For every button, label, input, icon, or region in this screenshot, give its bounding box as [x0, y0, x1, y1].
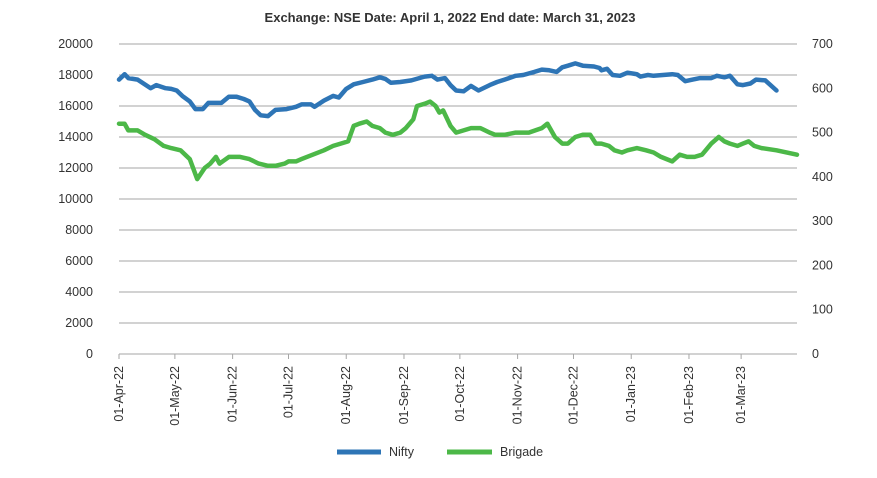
x-tick-label: 01-Mar-23: [734, 366, 748, 424]
right-tick-label: 100: [812, 303, 833, 317]
x-tick-label: 01-Nov-22: [511, 366, 525, 424]
left-tick-label: 20000: [58, 37, 93, 51]
left-tick-label: 4000: [65, 285, 93, 299]
right-axis-ticks: 0 100 200 300 400 500 600 700: [812, 37, 833, 361]
legend-label-brigade: Brigade: [500, 445, 543, 459]
left-axis-ticks: 0 2000 4000 6000 8000 10000 12000 14000 16000 180…: [58, 37, 93, 361]
series-lines: [116, 61, 800, 182]
left-tick-label: 18000: [58, 68, 93, 82]
left-tick-label: 6000: [65, 254, 93, 268]
x-axis-ticks: 01-Apr-22 01-May-22 01-Jun-22 01-Jul-22 01-A…: [112, 354, 748, 426]
x-tick-label: 01-Jun-22: [226, 366, 240, 422]
x-tick-label: 01-Jan-23: [624, 366, 638, 422]
right-tick-label: 300: [812, 214, 833, 228]
left-tick-label: 16000: [58, 99, 93, 113]
chart-title: Exchange: NSE Date: April 1, 2022 End da…: [265, 10, 636, 25]
legend-label-nifty: Nifty: [389, 445, 415, 459]
x-tick-label: 01-Dec-22: [566, 366, 580, 424]
left-tick-label: 10000: [58, 192, 93, 206]
right-tick-label: 200: [812, 258, 833, 272]
series-line-nifty: [116, 61, 779, 119]
legend: Nifty Brigade: [337, 445, 543, 459]
right-tick-label: 0: [812, 347, 819, 361]
x-tick-label: 01-Apr-22: [112, 366, 126, 422]
right-tick-label: 400: [812, 170, 833, 184]
x-tick-label: 01-Sep-22: [397, 366, 411, 424]
series-line-brigade: [116, 99, 800, 182]
x-tick-label: 01-Feb-23: [682, 366, 696, 424]
left-tick-label: 14000: [58, 130, 93, 144]
right-tick-label: 700: [812, 37, 833, 51]
x-tick-label: 01-May-22: [168, 366, 182, 426]
x-tick-label: 01-Aug-22: [339, 366, 353, 424]
left-tick-label: 8000: [65, 223, 93, 237]
x-tick-label: 01-Jul-22: [282, 366, 296, 418]
left-tick-label: 2000: [65, 316, 93, 330]
left-tick-label: 12000: [58, 161, 93, 175]
x-tick-label: 01-Oct-22: [453, 366, 467, 422]
right-tick-label: 600: [812, 81, 833, 95]
grid: [119, 43, 797, 355]
right-tick-label: 500: [812, 126, 833, 140]
left-tick-label: 0: [86, 347, 93, 361]
